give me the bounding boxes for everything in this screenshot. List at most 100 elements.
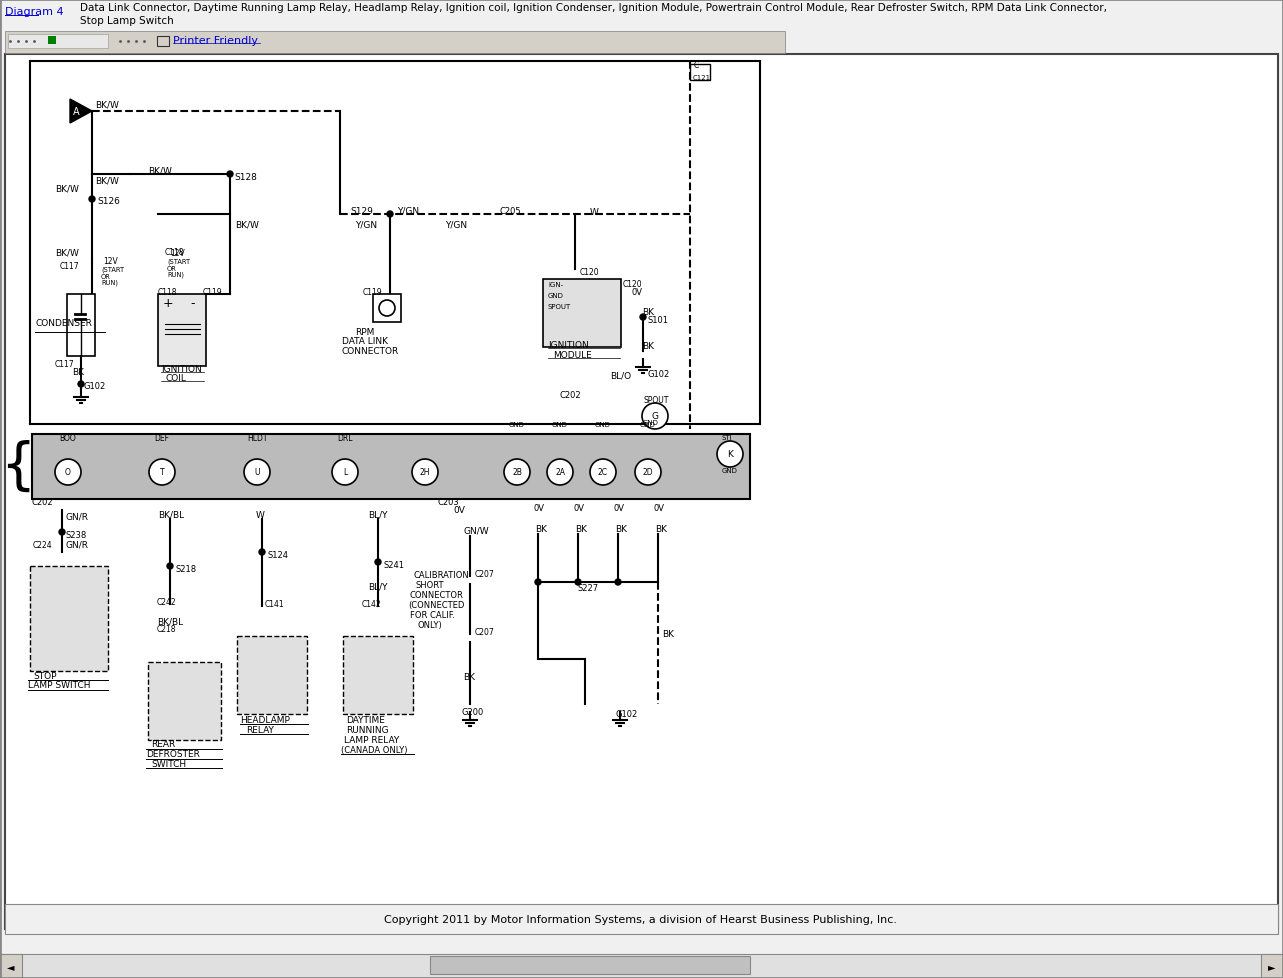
Text: CONDENSER: CONDENSER (35, 319, 92, 328)
Text: C121: C121 (693, 75, 711, 81)
Text: 0V: 0V (534, 504, 545, 512)
Circle shape (59, 529, 65, 535)
Text: 0V: 0V (574, 504, 585, 512)
Bar (1261, 954, 1283, 978)
Bar (237, 637, 307, 714)
Text: G102: G102 (615, 709, 638, 718)
Text: RUN): RUN) (167, 272, 183, 278)
Text: S128: S128 (234, 173, 257, 182)
Text: BL/Y: BL/Y (368, 583, 387, 592)
Text: GN/R: GN/R (65, 541, 89, 550)
Text: S238: S238 (65, 530, 87, 540)
Text: BK: BK (535, 524, 547, 533)
Text: FOR CALIF.: FOR CALIF. (411, 610, 455, 619)
Bar (30, 566, 108, 671)
Bar (148, 662, 221, 740)
Text: HEADLAMP: HEADLAMP (240, 715, 290, 725)
Text: CALIBRATION: CALIBRATION (413, 570, 468, 579)
Text: (CONNECTED: (CONNECTED (408, 600, 464, 609)
Text: DRL: DRL (337, 433, 353, 443)
Circle shape (89, 197, 95, 202)
Text: OR: OR (167, 266, 177, 272)
Text: C207: C207 (475, 627, 495, 637)
Text: A: A (73, 107, 80, 117)
Text: BK/W: BK/W (95, 177, 119, 186)
Text: T: T (159, 468, 164, 477)
Text: DATA LINK: DATA LINK (343, 336, 387, 345)
Text: DEFROSTER: DEFROSTER (146, 749, 200, 758)
Text: {: { (0, 439, 36, 494)
Circle shape (78, 381, 83, 387)
Bar (32, 434, 751, 500)
Text: RUN): RUN) (101, 280, 118, 287)
Text: Diagram 4: Diagram 4 (5, 7, 64, 17)
Text: BOO: BOO (59, 433, 77, 443)
Circle shape (504, 460, 530, 485)
Text: Y/GN: Y/GN (445, 220, 467, 229)
Text: C117: C117 (55, 360, 74, 369)
Text: BK: BK (642, 308, 654, 317)
Text: 2C: 2C (598, 468, 608, 477)
Text: GN/R: GN/R (65, 512, 89, 521)
Text: W: W (257, 511, 264, 519)
Circle shape (378, 300, 395, 317)
Text: ONLY): ONLY) (418, 620, 443, 630)
Text: (START: (START (101, 267, 124, 273)
Text: GND: GND (509, 422, 525, 427)
Bar (343, 637, 413, 714)
Bar (157, 37, 169, 47)
Text: G102: G102 (648, 370, 670, 378)
Text: S241: S241 (384, 560, 404, 569)
Circle shape (387, 212, 393, 218)
Circle shape (55, 460, 81, 485)
Bar (32, 434, 751, 500)
Bar (5, 904, 1278, 934)
Text: IGN-: IGN- (548, 282, 563, 288)
Bar (373, 294, 402, 323)
Text: (CANADA ONLY): (CANADA ONLY) (341, 745, 408, 754)
Circle shape (717, 441, 743, 467)
Text: REAR: REAR (151, 739, 176, 748)
Text: RELAY: RELAY (246, 726, 273, 734)
Text: 12V: 12V (103, 257, 118, 266)
Text: BK: BK (642, 341, 654, 351)
Text: GND: GND (640, 422, 656, 427)
Bar (67, 294, 95, 357)
Text: C118: C118 (158, 288, 177, 296)
Text: W: W (590, 207, 599, 217)
Text: C117: C117 (60, 262, 80, 271)
Text: K: K (727, 450, 733, 459)
Text: 2B: 2B (512, 468, 522, 477)
Text: SPOUT: SPOUT (643, 395, 668, 405)
Circle shape (244, 460, 269, 485)
Circle shape (615, 579, 621, 586)
Text: L: L (343, 468, 348, 477)
Circle shape (259, 550, 266, 556)
Bar (0, 954, 1283, 978)
Text: BK/W: BK/W (148, 167, 172, 176)
Text: SPOUT: SPOUT (548, 304, 571, 310)
Text: DAYTIME: DAYTIME (346, 715, 385, 725)
Bar (47, 37, 56, 45)
Text: C: C (694, 61, 699, 70)
Text: C141: C141 (266, 600, 285, 608)
Bar (5, 55, 1278, 929)
Text: BK: BK (575, 524, 588, 533)
Text: 0V: 0V (615, 504, 625, 512)
Bar (0, 0, 1283, 30)
Text: C207: C207 (475, 569, 495, 578)
Bar (158, 294, 207, 367)
Text: HLDT: HLDT (246, 433, 267, 443)
Bar (148, 662, 221, 740)
Text: SWITCH: SWITCH (151, 759, 186, 768)
Text: Y/GN: Y/GN (355, 220, 377, 229)
Text: GN/W: GN/W (463, 526, 489, 535)
Text: CONNECTOR: CONNECTOR (411, 591, 464, 600)
Bar (30, 566, 108, 671)
Text: C224: C224 (33, 541, 53, 550)
Text: C218: C218 (157, 624, 177, 634)
Text: RUNNING: RUNNING (346, 726, 389, 734)
Text: C119: C119 (363, 288, 382, 296)
Text: C142: C142 (362, 600, 381, 608)
Text: CONNECTOR: CONNECTOR (343, 346, 399, 356)
